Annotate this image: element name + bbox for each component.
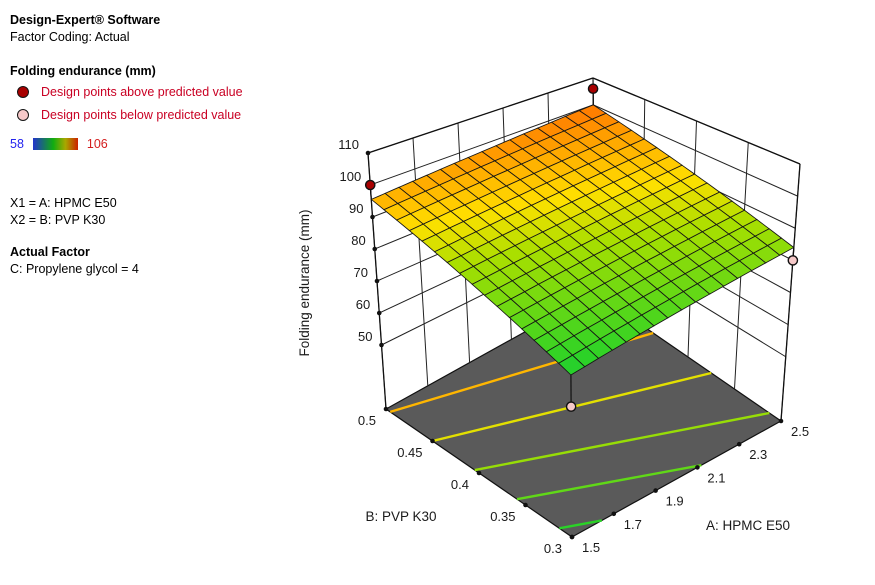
b-axis-tick-dot <box>430 438 435 444</box>
z-axis-tick-dot <box>374 278 380 284</box>
z-axis-tick-dot <box>376 310 382 316</box>
b-tick-label: 0.35 <box>490 509 515 524</box>
contour-line-85 <box>474 411 770 472</box>
a-axis-tick-dot <box>611 511 617 517</box>
response-label: Folding endurance (mm) <box>10 64 156 78</box>
legend-item-above: Design points above predicted value <box>17 85 243 99</box>
color-scale-min: 58 <box>10 137 24 151</box>
a-axis-tick-dot <box>778 418 784 424</box>
a-axis-title: A: HPMC E50 <box>706 518 790 533</box>
z-tick-label: 50 <box>358 329 372 344</box>
b-axis-tick-dot <box>383 406 389 412</box>
design-point-above <box>587 83 599 95</box>
design-point-below <box>787 255 799 266</box>
z-tick-label: 110 <box>338 137 359 152</box>
z-gridline-left-wall <box>370 104 594 186</box>
z-tick-label: 70 <box>354 265 368 280</box>
design-point-below <box>565 401 577 412</box>
a-axis-tick-dot <box>569 534 575 540</box>
frame-right-edge <box>780 163 801 422</box>
frame-top-right-edge <box>592 77 801 165</box>
x2-assignment: X2 = B: PVP K30 <box>10 213 106 227</box>
legend-item-below: Design points below predicted value <box>17 108 241 122</box>
color-scale-max: 106 <box>86 137 108 151</box>
design-point-above-icon <box>17 86 29 98</box>
a-tick-label: 2.1 <box>707 470 725 485</box>
b-axis-tick-dot <box>523 502 528 508</box>
contour-line-75 <box>559 519 603 530</box>
contour-line-80 <box>516 464 702 501</box>
z-axis-title: Folding endurance (mm) <box>297 209 312 356</box>
z-tick-label: 60 <box>356 297 370 312</box>
a-tick-label: 2.5 <box>791 424 809 439</box>
legend-above-label: Design points above predicted value <box>41 85 243 99</box>
a-tick-label: 1.9 <box>666 494 684 509</box>
color-scale: 58 106 <box>10 137 108 151</box>
x1-assignment: X1 = A: HPMC E50 <box>10 196 117 210</box>
actual-factor-value: C: Propylene glycol = 4 <box>10 262 139 276</box>
a-tick-label: 1.7 <box>624 517 642 532</box>
color-scale-gradient-bar <box>32 138 78 150</box>
a-tick-label: 1.5 <box>582 540 600 555</box>
b-tick-label: 0.3 <box>544 541 562 556</box>
z-axis-tick-dot <box>379 342 384 348</box>
b-axis-tick-dot <box>476 470 482 476</box>
a-axis-tick-dot <box>653 488 658 493</box>
actual-factor-heading: Actual Factor <box>10 245 90 259</box>
surface-mesh <box>370 104 795 376</box>
b-tick-label: 0.4 <box>451 477 469 492</box>
z-gridline-right-wall <box>593 104 798 197</box>
z-tick-label: 90 <box>349 201 363 216</box>
design-point-above <box>364 179 376 191</box>
a-axis-tick-dot <box>695 465 700 470</box>
z-axis-tick-dot <box>370 214 375 220</box>
app-title: Design-Expert® Software <box>10 13 161 27</box>
a-axis-tick-dot <box>736 441 742 447</box>
design-point-below-icon <box>17 109 29 121</box>
z-tick-label: 100 <box>340 169 362 184</box>
b-tick-label: 0.45 <box>397 445 422 460</box>
factor-coding-label: Factor Coding: Actual <box>10 30 130 44</box>
z-axis-tick-dot <box>365 150 371 156</box>
legend-below-label: Design points below predicted value <box>41 108 242 122</box>
z-tick-label: 80 <box>351 233 365 248</box>
a-tick-label: 2.3 <box>749 447 767 462</box>
b-tick-label: 0.5 <box>358 413 376 428</box>
b-axis-title: B: PVP K30 <box>365 509 436 524</box>
z-axis-tick-dot <box>372 246 378 252</box>
frame-top-left-edge <box>367 77 594 154</box>
